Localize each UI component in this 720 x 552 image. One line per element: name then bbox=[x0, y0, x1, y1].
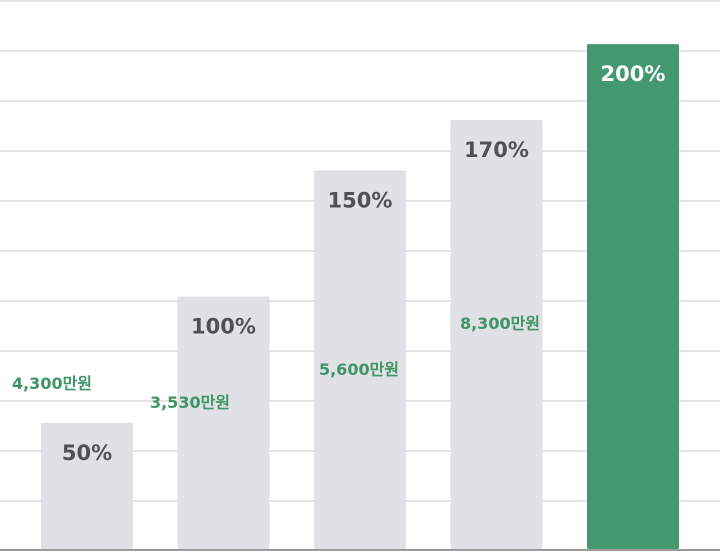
bar bbox=[41, 422, 133, 549]
amount-label: 3,530만원 bbox=[150, 393, 230, 412]
amount-label: 4,300만원 bbox=[12, 374, 92, 393]
bar-value-label: 200% bbox=[601, 62, 666, 86]
bar-value-label: 100% bbox=[191, 315, 256, 339]
amount-label: 8,300만원 bbox=[460, 314, 540, 333]
amount-label: 5,600만원 bbox=[319, 360, 399, 379]
bar bbox=[587, 44, 679, 550]
bar bbox=[314, 170, 406, 549]
bar-value-label: 50% bbox=[62, 441, 112, 465]
bars bbox=[41, 44, 679, 550]
bar-value-label: 170% bbox=[464, 138, 529, 162]
bar bbox=[450, 119, 543, 549]
data-labels: 50% 100% 150% 170% 200% 4,300만원 3,530만원 5,600만원… bbox=[12, 62, 665, 465]
bar bbox=[177, 296, 270, 549]
bar-value-label: 150% bbox=[328, 188, 393, 212]
